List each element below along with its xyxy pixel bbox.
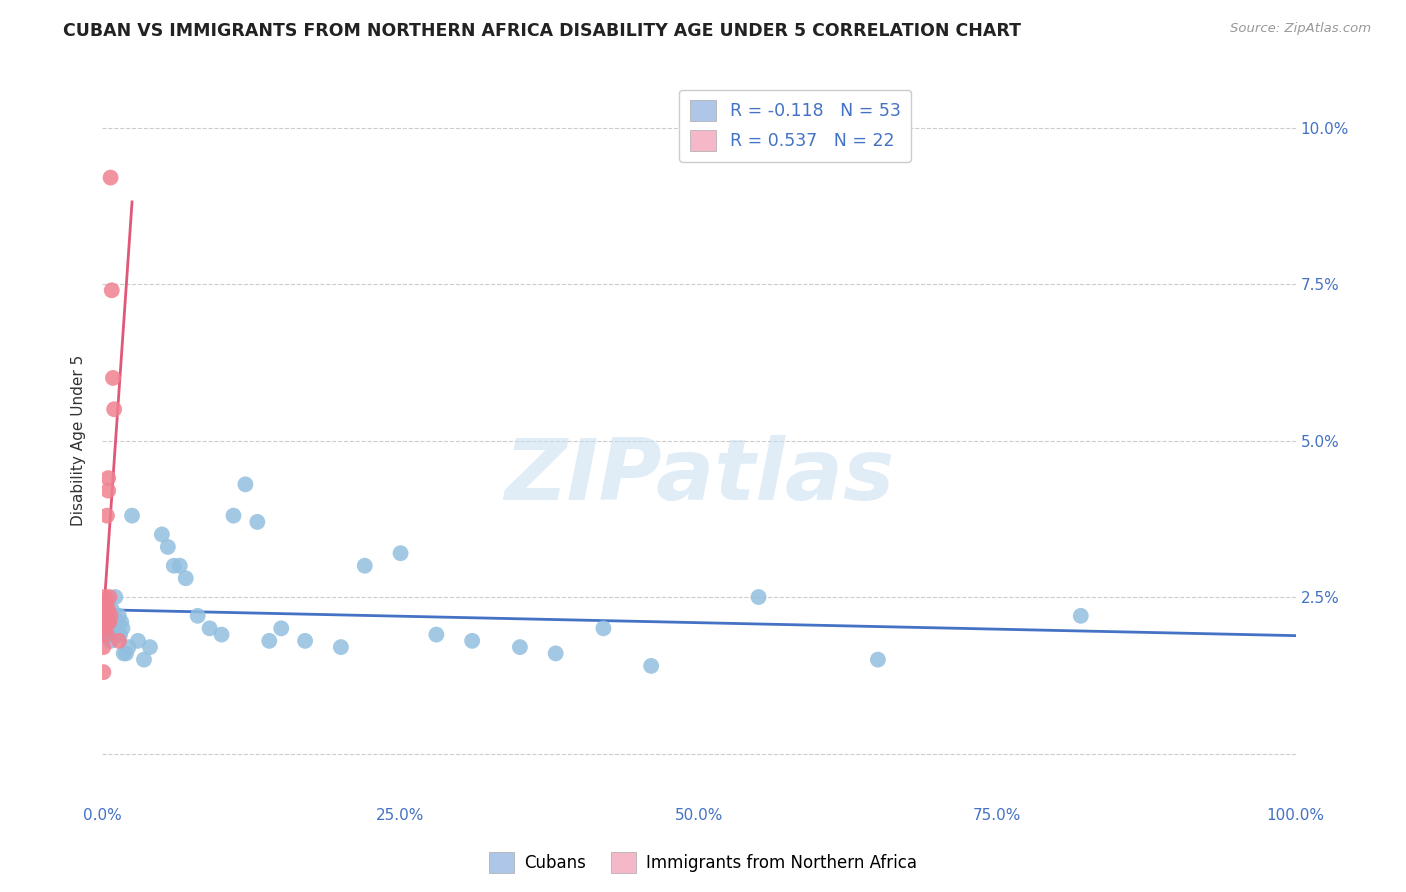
Point (94, 608, 117, 623)
Point (246, 515, 269, 529)
Point (94, 596, 117, 610)
Point (93, 640, 115, 654)
Point (866, 653, 889, 667)
Point (93, 615, 115, 629)
Point (108, 608, 131, 623)
Point (132, 653, 155, 667)
Legend: R = -0.118   N = 53, R = 0.537   N = 22: R = -0.118 N = 53, R = 0.537 N = 22 (679, 90, 911, 161)
Point (93, 627, 115, 641)
Point (127, 633, 149, 648)
Point (592, 621, 614, 635)
Point (100, 608, 122, 623)
Point (93, 602, 115, 616)
Point (93, 615, 115, 629)
Point (97, 608, 120, 623)
Point (101, 371, 124, 385)
Point (174, 571, 197, 585)
Point (111, 621, 134, 635)
Point (93, 621, 115, 635)
Point (748, 590, 770, 604)
Point (544, 646, 567, 660)
Point (1070, 608, 1092, 623)
Point (93, 665, 115, 680)
Point (97, 483, 120, 498)
Point (100, 170, 122, 185)
Point (353, 558, 375, 573)
Point (211, 627, 233, 641)
Point (96, 627, 118, 641)
Point (163, 558, 186, 573)
Point (117, 640, 139, 654)
Legend: Cubans, Immigrants from Northern Africa: Cubans, Immigrants from Northern Africa (482, 846, 924, 880)
Point (156, 540, 179, 554)
Point (169, 558, 191, 573)
Text: Source: ZipAtlas.com: Source: ZipAtlas.com (1230, 22, 1371, 36)
Point (107, 627, 129, 641)
Point (103, 402, 125, 417)
Point (100, 633, 122, 648)
Point (222, 508, 245, 523)
Point (100, 602, 122, 616)
Y-axis label: Disability Age Under 5: Disability Age Under 5 (72, 355, 86, 526)
Point (101, 621, 124, 635)
Point (115, 646, 138, 660)
Point (389, 546, 412, 560)
Point (96, 615, 118, 629)
Point (97, 602, 120, 616)
Point (187, 608, 209, 623)
Point (110, 615, 132, 629)
Point (108, 627, 131, 641)
Point (461, 633, 484, 648)
Point (294, 633, 316, 648)
Point (100, 283, 122, 297)
Point (93, 590, 115, 604)
Point (94, 621, 117, 635)
Point (98, 590, 121, 604)
Point (103, 608, 125, 623)
Point (259, 633, 281, 648)
Point (98, 615, 121, 629)
Point (329, 640, 352, 654)
Point (104, 590, 127, 604)
Point (98, 615, 121, 629)
Point (121, 508, 143, 523)
Point (97, 621, 120, 635)
Point (105, 615, 128, 629)
Point (425, 627, 447, 641)
Point (640, 659, 662, 673)
Point (96, 608, 118, 623)
Text: CUBAN VS IMMIGRANTS FROM NORTHERN AFRICA DISABILITY AGE UNDER 5 CORRELATION CHAR: CUBAN VS IMMIGRANTS FROM NORTHERN AFRICA… (63, 22, 1021, 40)
Point (112, 646, 135, 660)
Point (94, 602, 117, 616)
Point (108, 633, 131, 648)
Point (509, 640, 531, 654)
Point (235, 477, 257, 491)
Point (198, 621, 221, 635)
Point (96, 627, 118, 641)
Point (97, 471, 120, 485)
Text: ZIPatlas: ZIPatlas (503, 435, 894, 518)
Point (96, 508, 118, 523)
Point (270, 621, 292, 635)
Point (139, 640, 162, 654)
Point (150, 527, 173, 541)
